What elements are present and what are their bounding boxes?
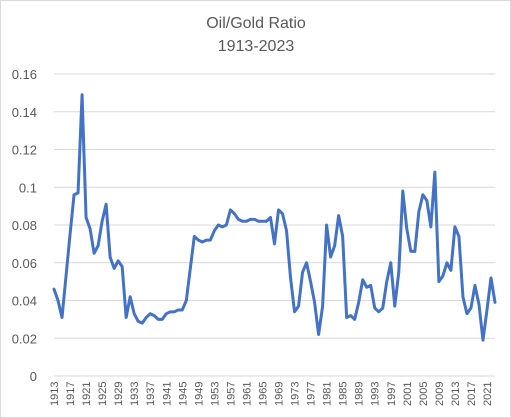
x-tick-label: 1993 [370, 382, 382, 406]
y-tick-label: 0.02 [12, 331, 37, 346]
y-tick-label: 0.04 [12, 294, 37, 309]
x-axis-ticks: 1913 1917 1921 1925 1929 1933 1937 1941 1945 1949… [49, 382, 494, 406]
x-tick-label: 1937 [145, 382, 157, 406]
y-tick-label: 0 [30, 369, 37, 384]
x-tick-label: 1981 [322, 382, 334, 406]
x-tick-label: 1925 [97, 382, 109, 406]
chart-title: Oil/Gold Ratio [206, 15, 306, 32]
x-tick-label: 1961 [241, 382, 253, 406]
x-tick-label: 1957 [225, 382, 237, 406]
y-tick-label: 0.08 [12, 218, 37, 233]
y-tick-label: 0.14 [12, 105, 37, 120]
x-tick-label: 1965 [257, 382, 269, 406]
x-tick-label: 1969 [274, 382, 286, 406]
series-layer [52, 93, 497, 342]
x-tick-label: 1941 [161, 382, 173, 406]
y-tick-label: 0.1 [19, 180, 37, 195]
y-tick-label: 0.16 [12, 67, 37, 82]
y-tick-label: 0.12 [12, 143, 37, 158]
chart-subtitle: 1913-2023 [218, 38, 295, 55]
x-tick-label: 1997 [386, 382, 398, 406]
x-tick-label: 1977 [306, 382, 318, 406]
x-tick-label: 2021 [482, 382, 494, 406]
x-tick-label: 1929 [113, 382, 125, 406]
x-tick-label: 2005 [418, 382, 430, 406]
x-tick-label: 1921 [81, 382, 93, 406]
x-tick-label: 1933 [129, 382, 141, 406]
series-line [52, 93, 497, 342]
x-tick-label: 2017 [466, 382, 478, 406]
x-tick-label: 1989 [354, 382, 366, 406]
y-axis-ticks: 0 0.02 0.04 0.06 0.08 0.1 0.12 0.14 0.16 [12, 67, 37, 384]
x-tick-label: 1949 [193, 382, 205, 406]
x-tick-label: 1913 [49, 382, 61, 406]
x-tick-label: 1973 [290, 382, 302, 406]
y-tick-label: 0.06 [12, 256, 37, 271]
x-tick-label: 1917 [65, 382, 77, 406]
x-tick-label: 2009 [434, 382, 446, 406]
x-tick-label: 1953 [209, 382, 221, 406]
x-tick-label: 2001 [402, 382, 414, 406]
x-tick-label: 2013 [450, 382, 462, 406]
x-tick-label: 1945 [177, 382, 189, 406]
gridlines [54, 73, 495, 377]
x-tick-label: 1985 [338, 382, 350, 406]
